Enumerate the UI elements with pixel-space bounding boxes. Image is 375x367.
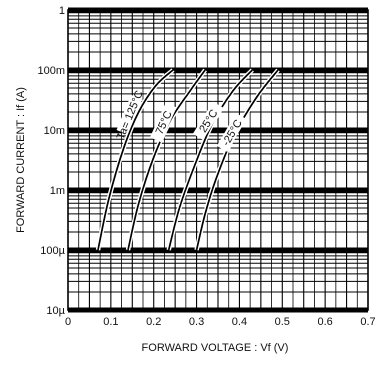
x-tick-label: 0.5 — [275, 316, 290, 328]
plot-frame — [67, 9, 369, 311]
series-curve-3 — [195, 69, 279, 251]
y-tick-label: 100m — [37, 65, 65, 77]
series-label-bg — [150, 102, 177, 143]
y-tick-label: 100µ — [40, 245, 65, 257]
y-tick-label: 10µ — [46, 305, 65, 317]
x-tick-label: 0.4 — [232, 316, 247, 328]
grid — [68, 7, 368, 313]
grid-decade-band — [68, 187, 368, 193]
y-axis-title: FORWARD CURRENT : If (A) — [15, 87, 27, 233]
x-tick-label: 0.1 — [103, 316, 118, 328]
x-tick-label: 0.6 — [317, 316, 332, 328]
y-tick-label: 10m — [44, 125, 65, 137]
x-axis-title: FORWARD VOLTAGE : Vf (V) — [142, 342, 289, 354]
series-curve-2 — [167, 69, 253, 251]
grid-decade-band — [68, 247, 368, 253]
y-tick-label: 1 — [59, 5, 65, 17]
series-curve-halo — [194, 68, 280, 251]
curves: Ta= 125°C 75°C 25°C -25°C — [95, 68, 280, 251]
x-tick-label: 0.2 — [146, 316, 161, 328]
grid-decade-band — [68, 127, 368, 133]
x-tick-label: 0 — [65, 316, 71, 328]
x-tick-label: 0.3 — [189, 316, 204, 328]
series-curve-0 — [97, 69, 174, 251]
y-tick-labels: 1 100m 10m 1m 100µ 10µ — [37, 5, 65, 317]
x-tick-labels: 0 0.1 0.2 0.3 0.4 0.5 0.6 0.7 — [65, 316, 375, 328]
series-label-bg — [216, 113, 247, 152]
grid-decade-band — [68, 67, 368, 73]
y-tick-label: 1m — [50, 185, 65, 197]
x-tick-label: 0.7 — [360, 316, 375, 328]
series-label-bg — [116, 94, 143, 135]
series-label-bg — [192, 101, 224, 141]
